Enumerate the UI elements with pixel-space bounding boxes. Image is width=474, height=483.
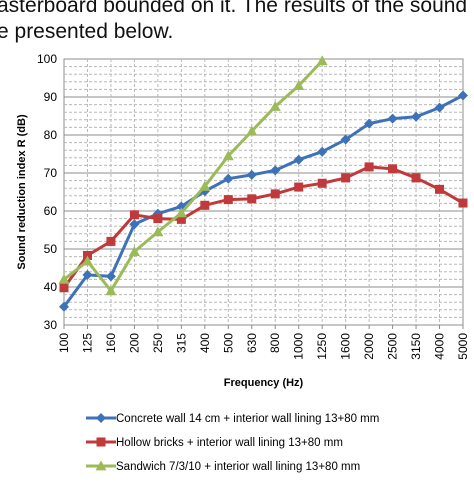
x-tick-label: 5000 [456, 333, 470, 360]
legend: Concrete wall 14 cm + interior wall lini… [86, 413, 379, 473]
y-tick-label: 90 [44, 90, 58, 104]
data-point [341, 173, 351, 183]
x-tick-label: 315 [174, 333, 188, 353]
series-2 [59, 162, 468, 293]
data-point [59, 283, 69, 293]
y-tick-label: 70 [44, 166, 58, 180]
y-tick-label: 50 [44, 242, 58, 256]
data-point [59, 301, 69, 312]
data-point [129, 219, 140, 230]
series-3 [58, 55, 328, 296]
series-line [62, 94, 464, 308]
x-tick-label: 400 [198, 333, 212, 353]
series-layer [58, 55, 468, 312]
legend-marker [96, 437, 106, 447]
grid-layer [63, 58, 464, 326]
x-tick-label: 500 [221, 333, 235, 353]
legend-marker [95, 460, 107, 471]
data-point [270, 165, 281, 176]
plot-area-border [63, 58, 464, 326]
data-point [105, 271, 116, 282]
data-point [105, 285, 117, 296]
data-point [364, 162, 374, 172]
data-point [82, 269, 93, 280]
data-point [200, 200, 210, 210]
data-point [58, 273, 70, 284]
legend-marker [96, 413, 106, 423]
data-point [153, 214, 163, 224]
data-point [82, 250, 92, 260]
y-tick-label: 30 [44, 318, 58, 332]
series-1 [59, 90, 468, 312]
x-tick-label: 160 [104, 333, 118, 353]
data-point [247, 194, 257, 204]
x-tick-label: 1250 [315, 333, 329, 360]
data-point [129, 210, 139, 220]
legend-item-1: Concrete wall 14 cm + interior wall lini… [86, 413, 379, 425]
x-axis-title: Frequency (Hz) [224, 377, 304, 389]
data-point [176, 214, 186, 224]
data-point [293, 80, 305, 90]
data-point [293, 154, 304, 165]
x-tick-label: 1600 [339, 333, 353, 360]
x-tick-label: 250 [151, 333, 165, 353]
x-tick-label: 2500 [386, 333, 400, 360]
data-point [199, 180, 211, 191]
legend-label: Hollow bricks + interior wall lining 13+… [116, 437, 343, 449]
y-tick-label: 40 [44, 280, 58, 294]
data-point [411, 111, 422, 122]
x-tick-label: 3150 [409, 333, 423, 360]
x-tick-label: 125 [80, 333, 94, 353]
data-point [340, 134, 351, 145]
x-tick-label: 100 [57, 333, 71, 353]
data-point [434, 102, 445, 113]
data-point [81, 255, 93, 266]
data-point [458, 198, 468, 208]
x-tick-label: 200 [127, 333, 141, 353]
data-point [223, 195, 233, 205]
data-point [411, 173, 421, 183]
data-point [317, 178, 327, 188]
data-point [458, 90, 468, 101]
x-tick-label: 2000 [362, 333, 376, 360]
legend-label: Sandwich 7/3/10 + interior wall lining 1… [116, 461, 360, 473]
y-axis-title: Sound reduction index R (dB) [16, 114, 28, 270]
y-tick-label: 80 [44, 128, 58, 142]
legend-item-2: Hollow bricks + interior wall lining 13+… [86, 437, 343, 449]
paragraph-line-2: e presented below. [0, 20, 174, 43]
data-point [246, 169, 257, 180]
data-point [435, 184, 445, 194]
data-point [175, 207, 187, 218]
y-tick-label: 60 [44, 204, 58, 218]
data-point [128, 246, 140, 257]
series-line [63, 59, 324, 293]
data-point [387, 113, 398, 124]
x-tick-label: 800 [268, 333, 282, 353]
x-tick-label: 1000 [292, 333, 306, 360]
data-point [294, 182, 304, 192]
x-tick-label: 4000 [433, 333, 447, 360]
data-point [222, 150, 234, 161]
paragraph-line-1: asterboard bounded on it. The results of… [0, 0, 468, 17]
legend-item-3: Sandwich 7/3/10 + interior wall lining 1… [86, 460, 360, 473]
data-point [270, 189, 280, 199]
data-point [316, 55, 328, 66]
data-point [223, 173, 234, 184]
data-point [364, 118, 375, 129]
data-point [269, 101, 281, 111]
x-tick-label: 630 [245, 333, 259, 353]
data-point [246, 125, 258, 136]
axes-layer: 30 40 50 60 70 80 90 100 100 125 160 200 250 315 400 50… [37, 52, 470, 360]
data-point [106, 236, 116, 246]
legend-label: Concrete wall 14 cm + interior wall lini… [116, 413, 379, 425]
data-point [317, 146, 328, 157]
y-tick-label: 100 [37, 52, 57, 66]
data-point [388, 164, 398, 174]
data-point [152, 226, 164, 237]
